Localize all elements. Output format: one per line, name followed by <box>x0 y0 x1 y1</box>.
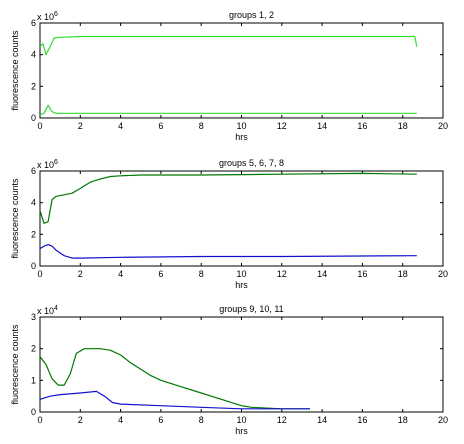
y-tick-label: 4 <box>31 198 36 208</box>
x-tick-label: 18 <box>398 415 408 425</box>
y-multiplier-base: x 10 <box>37 306 54 316</box>
x-tick-label: 2 <box>78 269 83 279</box>
y-tick-label: 2 <box>31 81 36 91</box>
y-tick-label: 0 <box>31 407 36 417</box>
y-tick-label: 2 <box>31 344 36 354</box>
series-line-2 <box>39 244 417 259</box>
x-tick-label: 8 <box>199 121 204 131</box>
x-tick-label: 14 <box>317 121 327 131</box>
y-multiplier-exponent: 6 <box>54 11 58 18</box>
x-tick-label: 4 <box>118 121 123 131</box>
x-tick-label: 6 <box>158 121 163 131</box>
y-multiplier-exponent: 4 <box>54 305 58 312</box>
chart-title: groups 9, 10, 11 <box>219 304 283 314</box>
axes-frame <box>39 316 444 413</box>
series-line-1 <box>39 172 417 224</box>
x-tick-label: 10 <box>236 121 246 131</box>
x-tick-label: 20 <box>438 269 448 279</box>
series-line-2 <box>39 104 417 116</box>
x-tick-label: 4 <box>118 269 123 279</box>
y-tick-label: 6 <box>31 18 36 28</box>
y-tick-label: 2 <box>31 229 36 239</box>
x-tick-label: 14 <box>317 415 327 425</box>
x-tick-label: 0 <box>37 269 42 279</box>
x-tick-label: 12 <box>277 121 287 131</box>
y-tick-label: 0 <box>31 261 36 271</box>
x-tick-label: 20 <box>438 415 448 425</box>
x-tick-label: 6 <box>158 415 163 425</box>
x-tick-label: 14 <box>317 269 327 279</box>
x-axis-label: hrs <box>235 426 248 436</box>
x-tick-label: 16 <box>357 269 367 279</box>
axes-frame <box>39 170 444 267</box>
y-axis-label: fluorescence counts <box>10 178 20 259</box>
x-tick-label: 6 <box>158 269 163 279</box>
y-multiplier-exponent: 6 <box>54 159 58 166</box>
y-tick-label: 0 <box>31 113 36 123</box>
x-tick-label: 18 <box>398 269 408 279</box>
axes-frame <box>39 22 444 119</box>
y-tick-label: 1 <box>31 375 36 385</box>
x-tick-label: 10 <box>236 269 246 279</box>
x-tick-label: 16 <box>357 121 367 131</box>
y-multiplier-base: x 10 <box>37 160 54 170</box>
x-tick-label: 4 <box>118 415 123 425</box>
series-line-1 <box>39 35 418 56</box>
x-tick-label: 20 <box>438 121 448 131</box>
x-tick-label: 0 <box>37 121 42 131</box>
x-tick-label: 16 <box>357 415 367 425</box>
y-tick-label: 6 <box>31 166 36 176</box>
chart-title: groups 5, 6, 7, 8 <box>219 158 284 168</box>
x-tick-label: 8 <box>199 269 204 279</box>
x-tick-label: 18 <box>398 121 408 131</box>
x-axis-label: hrs <box>235 132 248 142</box>
x-tick-label: 8 <box>199 415 204 425</box>
series-line-1 <box>39 348 310 410</box>
x-tick-label: 12 <box>277 415 287 425</box>
y-axis-label: fluorescence counts <box>10 30 20 111</box>
y-tick-label: 4 <box>31 50 36 60</box>
y-multiplier-label: x 106 <box>37 11 58 22</box>
y-multiplier-label: x 104 <box>37 305 58 316</box>
series-line-2 <box>39 390 310 410</box>
x-tick-label: 2 <box>78 121 83 131</box>
y-multiplier-label: x 106 <box>37 159 58 170</box>
y-tick-label: 3 <box>31 312 36 322</box>
x-axis-label: hrs <box>235 280 248 290</box>
x-tick-label: 12 <box>277 269 287 279</box>
x-tick-label: 10 <box>236 415 246 425</box>
chart-title: groups 1, 2 <box>229 10 274 20</box>
x-tick-label: 2 <box>78 415 83 425</box>
y-axis-label: fluorescence counts <box>10 324 20 405</box>
y-multiplier-base: x 10 <box>37 12 54 22</box>
x-tick-label: 0 <box>37 415 42 425</box>
